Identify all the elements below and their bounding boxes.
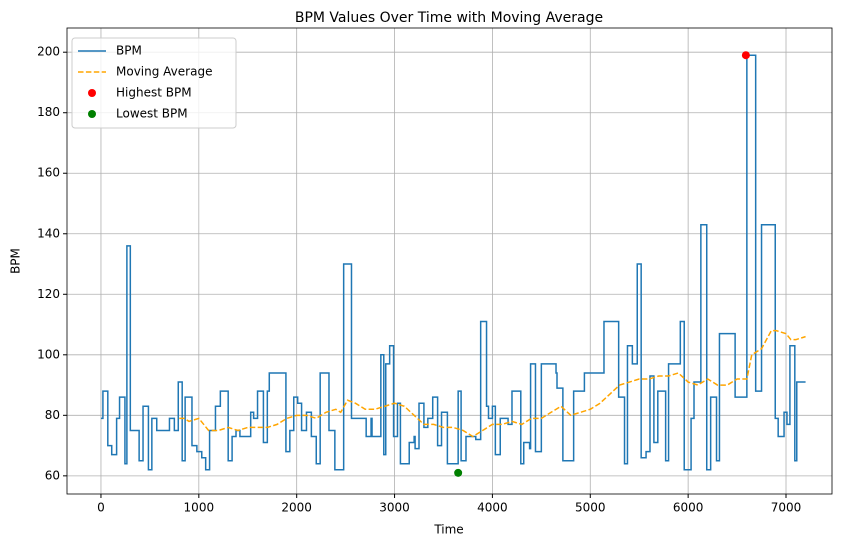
legend-label: BPM — [116, 44, 142, 58]
y-tick-label: 100 — [37, 347, 60, 361]
series-line — [100, 54, 806, 471]
x-tick-label: 7000 — [771, 501, 802, 515]
legend-marker — [88, 110, 96, 118]
point — [454, 468, 463, 477]
y-tick-label: 140 — [37, 226, 60, 240]
legend-label: Moving Average — [116, 65, 212, 79]
x-tick-label: 2000 — [281, 501, 312, 515]
chart-title: BPM Values Over Time with Moving Average — [295, 10, 603, 26]
legend-box — [71, 37, 237, 129]
x-tick-label: 5000 — [575, 501, 606, 515]
point — [741, 51, 750, 60]
y-axis-label: BPM — [9, 248, 23, 274]
legend-label: Lowest BPM — [116, 107, 188, 121]
legend-label: Highest BPM — [116, 86, 192, 100]
y-tick-label: 200 — [37, 45, 60, 59]
y-tick-label: 60 — [45, 468, 60, 482]
y-tick-label: 180 — [37, 105, 60, 119]
axes-frame — [66, 27, 833, 495]
y-tick-label: 80 — [45, 408, 60, 422]
legend-marker — [88, 89, 96, 97]
series-line — [179, 329, 806, 438]
x-tick-label: 0 — [97, 501, 105, 515]
x-tick-label: 6000 — [673, 501, 704, 515]
x-tick-label: 3000 — [379, 501, 410, 515]
y-tick-label: 120 — [37, 287, 60, 301]
x-axis-label: Time — [433, 523, 463, 537]
x-tick-label: 4000 — [477, 501, 508, 515]
y-tick-label: 160 — [37, 166, 60, 180]
x-tick-label: 1000 — [184, 501, 215, 515]
